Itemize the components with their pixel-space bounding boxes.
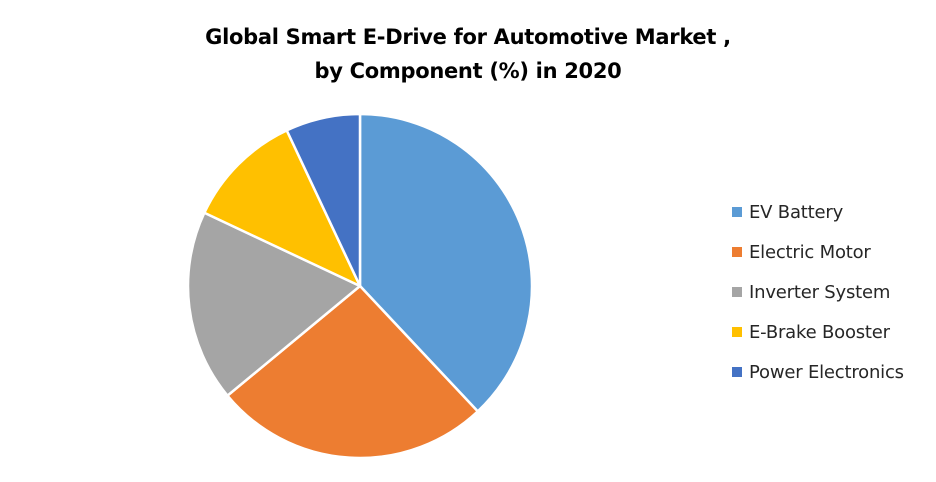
legend-item-e-brake-booster: E-Brake Booster — [732, 312, 904, 352]
legend-swatch — [732, 327, 742, 337]
legend-label: Electric Motor — [749, 241, 871, 263]
pie-slice-ev-battery — [358, 112, 534, 413]
legend-item-power-electronics: Power Electronics — [732, 352, 904, 392]
chart-title-block: Global Smart E-Drive for Automotive Mark… — [0, 20, 936, 88]
legend-swatch — [732, 287, 742, 297]
legend-item-electric-motor: Electric Motor — [732, 232, 904, 272]
pie-slice-power-electronics — [285, 112, 362, 288]
legend-label: E-Brake Booster — [749, 321, 890, 343]
legend-swatch — [732, 367, 742, 377]
chart-title: Global Smart E-Drive for Automotive Mark… — [205, 25, 731, 49]
legend-label: Power Electronics — [749, 361, 904, 383]
chart-subtitle: by Component (%) in 2020 — [314, 59, 622, 83]
legend-swatch — [732, 207, 742, 217]
pie-slice-electric-motor — [226, 284, 479, 460]
legend-item-inverter-system: Inverter System — [732, 272, 904, 312]
chart-legend: EV Battery Electric Motor Inverter System E… — [732, 192, 904, 392]
legend-label: EV Battery — [749, 201, 844, 223]
legend-label: Inverter System — [749, 281, 891, 303]
legend-swatch — [732, 247, 742, 257]
pie-slice-inverter-system — [186, 211, 362, 397]
pie-slice-e-brake-booster — [203, 129, 362, 288]
legend-item-ev-battery: EV Battery — [732, 192, 904, 232]
